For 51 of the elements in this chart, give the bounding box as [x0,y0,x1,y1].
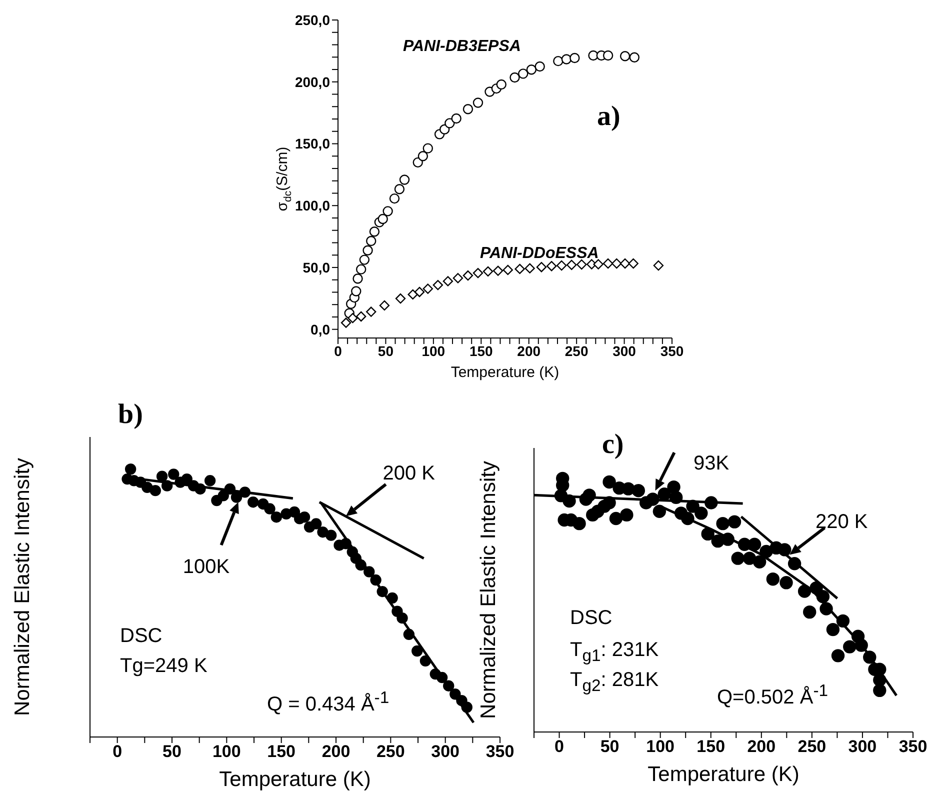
x-tick-label: 50 [162,742,182,762]
annotation: 100K [182,556,230,578]
x-tick-label: 250 [376,742,405,762]
text: b) [118,398,143,432]
annotation: Tg=249 K [120,654,208,678]
x-tick-label: 300 [612,342,636,359]
y-tick-label: 250,0 [294,12,330,28]
annotation: T$_{g1}$: 231K [570,638,659,666]
x-tick-label: 300 [848,737,877,756]
x-axis-title: Temperature (K) [450,364,560,381]
text: c) [602,428,624,462]
x-tick-label: 350 [660,342,684,359]
annotation: 93K [693,452,730,475]
x-tick-label: 200 [322,742,350,762]
y-axis-title: Normalized Elastic Intensity [476,460,500,719]
x-tick-label: 0 [334,342,342,359]
annotation: Q=0.502 Å$^{-1}$ [717,681,828,710]
annotation: DSC [570,606,612,630]
y-tick-label: 150,0 [294,136,330,152]
x-tick-label: 200 [747,737,776,756]
x-tick-label: 50 [378,342,394,359]
x-tick-label: 150 [469,342,494,359]
annotation: 220 K [815,510,868,533]
annotation: T$_{g2}$: 281K [570,668,659,696]
x-tick-label: 200 [517,342,541,359]
x-tick-label: 350 [486,742,514,762]
y-tick-label: 100,0 [294,198,330,214]
y-tick-label: 0,0 [310,321,330,338]
x-axis-title: Temperature (K) [219,768,371,791]
annotation: Q = 0.434 Å$^{-1}$ [267,688,390,717]
x-tick-label: 100 [422,342,446,359]
annotation: a) [597,100,620,134]
x-tick-label: 250 [798,737,826,756]
x-tick-label: 50 [600,737,620,756]
x-tick-label: 0 [554,737,564,756]
x-tick-label: 0 [112,742,122,762]
x-tick-label: 100 [212,742,241,762]
y-tick-label: 200,0 [294,74,330,90]
x-tick-label: 100 [646,737,675,756]
x-axis-title: Temperature (K) [648,763,800,786]
y-axis-title: Normalized Elastic Intensity [10,458,34,716]
x-tick-label: 300 [431,742,460,762]
annotation: 200 K [382,462,436,484]
series-label: PANI-DB3EPSA [403,38,521,56]
y-tick-label: 50,0 [302,259,330,276]
x-tick-label: 150 [267,742,296,762]
x-tick-label: 150 [696,737,726,756]
x-tick-label: 350 [898,737,928,756]
series-label: PANI-DDoESSA [480,245,599,263]
x-tick-label: 250 [564,342,588,359]
annotation: DSC [120,624,162,648]
